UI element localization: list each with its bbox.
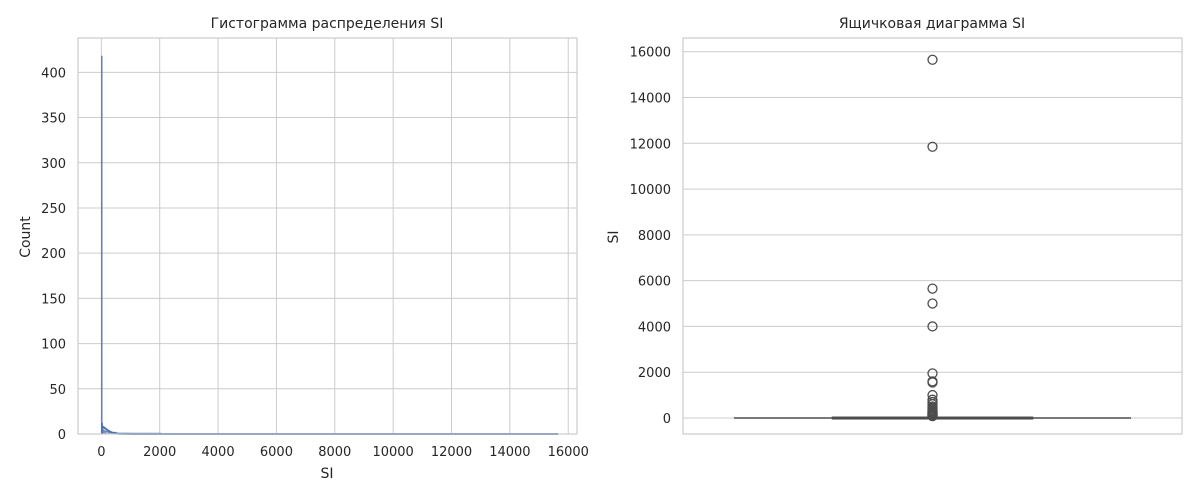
histogram-y-tick-label: 0 [58, 428, 66, 443]
histogram-grid [78, 38, 577, 435]
boxplot-y-tick-label: 10000 [630, 183, 671, 198]
boxplot-title: Ящичковая диаграмма SI [839, 16, 1025, 32]
boxplot-outlier-point [927, 54, 938, 65]
boxplot-y-tick-label: 16000 [630, 46, 671, 61]
histogram-bars [101, 55, 162, 435]
histogram-y-axis-label: Count [18, 216, 34, 258]
histogram-y-tick-label: 250 [41, 202, 66, 217]
boxplot-outlier-point [927, 298, 938, 309]
histogram-y-tick-label: 400 [41, 66, 66, 81]
boxplot-outlier-point [927, 283, 938, 294]
histogram-title: Гистограмма распределения SI [211, 16, 444, 32]
histogram-x-tick-label: 10000 [372, 445, 413, 460]
boxplot-y-axis-label: SI [606, 230, 622, 243]
boxplot-y-tick-label: 8000 [638, 229, 671, 244]
boxplot-y-tick-label: 0 [663, 412, 671, 427]
histogram-x-tick-label: 8000 [318, 445, 351, 460]
histogram-x-tick-label: 14000 [489, 445, 530, 460]
boxplot-panel: Ящичковая диаграмма SI SI 0 2000 4000 6000 8… [606, 16, 1183, 435]
histogram-y-tick-label: 300 [41, 157, 66, 172]
histogram-x-tick-label: 12000 [431, 445, 472, 460]
boxplot-outlier-point [927, 141, 938, 152]
histogram-y-ticks: 0 50 100 150 200 250 300 350 400 [41, 66, 66, 443]
boxplot-y-tick-label: 2000 [638, 366, 671, 381]
boxplot-grid [683, 51, 1182, 419]
histogram-y-tick-label: 100 [41, 338, 66, 353]
histogram-x-tick-label: 16000 [548, 445, 589, 460]
histogram-x-tick-label: 6000 [260, 445, 293, 460]
boxplot-y-tick-label: 4000 [638, 320, 671, 335]
histogram-bar [101, 55, 103, 435]
histogram-y-tick-label: 200 [41, 247, 66, 262]
histogram-kde-line [100, 425, 559, 435]
boxplot-outlier-point [927, 377, 938, 388]
histogram-y-tick-label: 50 [49, 383, 66, 398]
histogram-panel: Гистограмма распределения SI SI Count 0 2… [18, 16, 589, 482]
histogram-x-tick-label: 2000 [143, 445, 176, 460]
histogram-x-axis-label: SI [320, 466, 333, 482]
boxplot-y-tick-label: 6000 [638, 275, 671, 290]
histogram-x-tick-label: 0 [97, 445, 105, 460]
boxplot-y-tick-label: 12000 [630, 137, 671, 152]
boxplot-outlier-point [927, 321, 938, 332]
boxplot-y-ticks: 0 2000 4000 6000 8000 10000 12000 14000 16000 [630, 46, 671, 427]
histogram-y-tick-label: 150 [41, 292, 66, 307]
histogram-x-tick-label: 4000 [202, 445, 235, 460]
histogram-y-tick-label: 350 [41, 112, 66, 127]
histogram-plot-frame [77, 37, 578, 435]
histogram-x-ticks: 0 2000 4000 6000 8000 10000 12000 14000 16000 [97, 445, 589, 460]
boxplot-outlier-point [927, 410, 938, 422]
boxplot-plot-frame [682, 37, 1183, 435]
boxplot-y-tick-label: 14000 [630, 92, 671, 107]
boxplot-outliers [927, 54, 938, 422]
